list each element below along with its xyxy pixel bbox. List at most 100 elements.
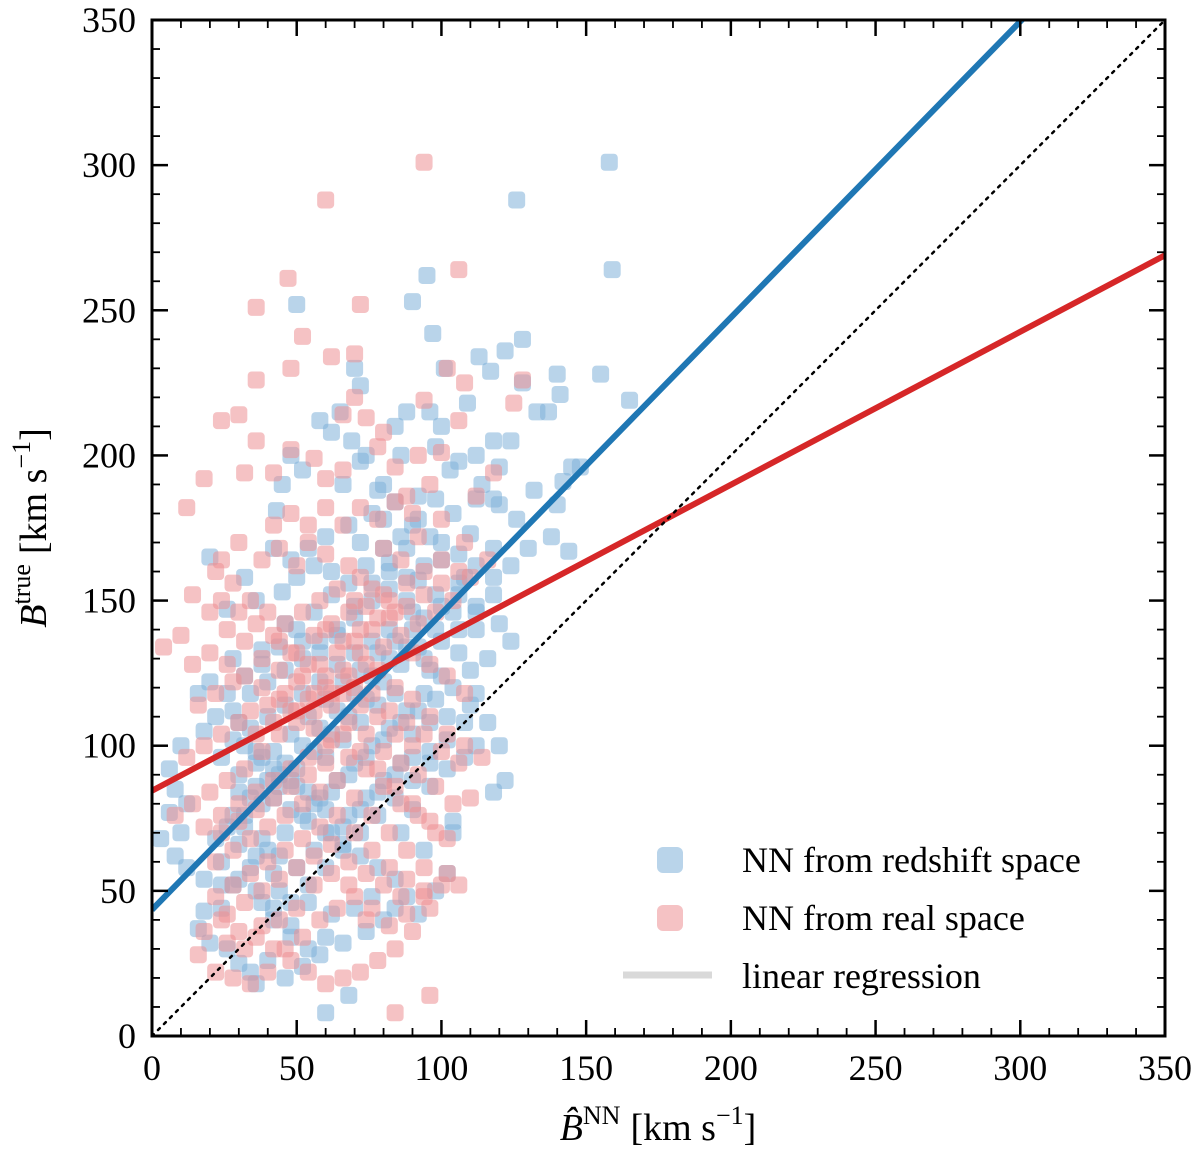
point-redshift-42 [322, 423, 340, 441]
point-redshift-202 [467, 621, 485, 639]
point-real-277 [317, 754, 335, 772]
point-real-295 [380, 702, 398, 720]
point-real-131 [415, 586, 433, 604]
point-real-6 [294, 327, 312, 345]
point-real-265 [403, 737, 421, 755]
point-redshift-288 [421, 754, 439, 772]
point-real-236 [340, 876, 358, 894]
point-real-224 [236, 893, 254, 911]
x-tick-label-0: 0 [143, 1048, 161, 1088]
point-real-199 [259, 818, 277, 836]
point-real-45 [409, 528, 427, 546]
point-real-144 [375, 423, 393, 441]
point-real-298 [432, 743, 450, 761]
point-real-85 [461, 789, 479, 807]
point-real-270 [317, 667, 335, 685]
point-real-162 [432, 551, 450, 569]
point-real-206 [380, 824, 398, 842]
point-real-105 [241, 975, 259, 993]
point-redshift-253 [438, 708, 456, 726]
point-redshift-0 [600, 153, 618, 171]
point-real-119 [207, 684, 225, 702]
point-real-43 [375, 539, 393, 557]
point-real-255 [270, 690, 288, 708]
point-redshift-25 [560, 542, 578, 560]
point-real-82 [409, 766, 427, 784]
point-real-164 [195, 737, 213, 755]
point-real-230 [340, 853, 358, 871]
point-real-251 [201, 644, 219, 662]
point-redshift-62 [305, 557, 323, 575]
point-real-223 [218, 905, 236, 923]
point-real-214 [276, 841, 294, 859]
point-redshift-77 [166, 780, 184, 798]
point-real-71 [218, 621, 236, 639]
point-real-229 [322, 835, 340, 853]
point-real-148 [485, 464, 503, 482]
point-real-74 [270, 661, 288, 679]
point-real-181 [195, 818, 213, 836]
fit-lines-layer [152, 20, 1165, 1036]
point-real-89 [403, 922, 421, 940]
point-real-238 [288, 899, 306, 917]
point-real-231 [357, 864, 375, 882]
point-real-254 [253, 679, 271, 697]
point-real-84 [444, 795, 462, 813]
point-real-220 [380, 859, 398, 877]
x-tick-label-200: 200 [704, 1048, 758, 1088]
point-real-232 [375, 876, 393, 894]
point-real-228 [305, 847, 323, 865]
point-redshift-223 [485, 783, 503, 801]
point-real-288 [386, 603, 404, 621]
point-redshift-116 [490, 737, 508, 755]
point-real-233 [392, 888, 410, 906]
point-real-173 [351, 644, 369, 662]
point-real-53 [392, 626, 410, 644]
point-real-29 [230, 406, 248, 424]
point-real-273 [265, 626, 283, 644]
point-redshift-32 [398, 403, 416, 421]
x-tick-label-250: 250 [849, 1048, 903, 1088]
point-real-47 [456, 534, 474, 552]
point-redshift-60 [351, 534, 369, 552]
point-real-39 [299, 534, 317, 552]
point-real-210 [207, 888, 225, 906]
point-real-44 [392, 551, 410, 569]
point-real-18 [409, 446, 427, 464]
point-real-2 [279, 269, 297, 287]
point-real-38 [288, 557, 306, 575]
point-redshift-41 [343, 432, 361, 450]
point-real-133 [450, 563, 468, 581]
point-real-215 [294, 830, 312, 848]
ticks-layer: 0 50 100 150 200 250 300 350 0 50 100 150 200 250 300 3… [82, 0, 1192, 1088]
point-real-262 [392, 795, 410, 813]
point-redshift-19 [528, 403, 546, 421]
point-real-118 [189, 696, 207, 714]
point-real-67 [155, 638, 173, 656]
point-redshift-201 [485, 568, 503, 586]
point-real-140 [369, 510, 387, 528]
point-real-264 [427, 824, 445, 842]
point-redshift-199 [508, 510, 526, 528]
point-redshift-283 [485, 586, 503, 604]
point-redshift-73 [207, 708, 225, 726]
point-real-225 [253, 882, 271, 900]
point-redshift-12 [288, 295, 306, 313]
point-real-63 [218, 772, 236, 790]
point-real-178 [438, 725, 456, 743]
point-real-234 [305, 876, 323, 894]
y-axis-units-close: ] [13, 428, 55, 441]
point-real-235 [322, 864, 340, 882]
legend: NN from redshift space NN from real spac… [623, 840, 1081, 996]
point-real-10 [247, 371, 265, 389]
point-redshift-123 [490, 615, 508, 633]
point-real-250 [184, 655, 202, 673]
point-real-23 [334, 461, 352, 479]
point-real-276 [212, 592, 230, 610]
point-real-21 [357, 409, 375, 427]
point-redshift-48 [334, 475, 352, 493]
point-real-108 [294, 928, 312, 946]
point-real-150 [224, 574, 242, 592]
point-real-37 [270, 539, 288, 557]
